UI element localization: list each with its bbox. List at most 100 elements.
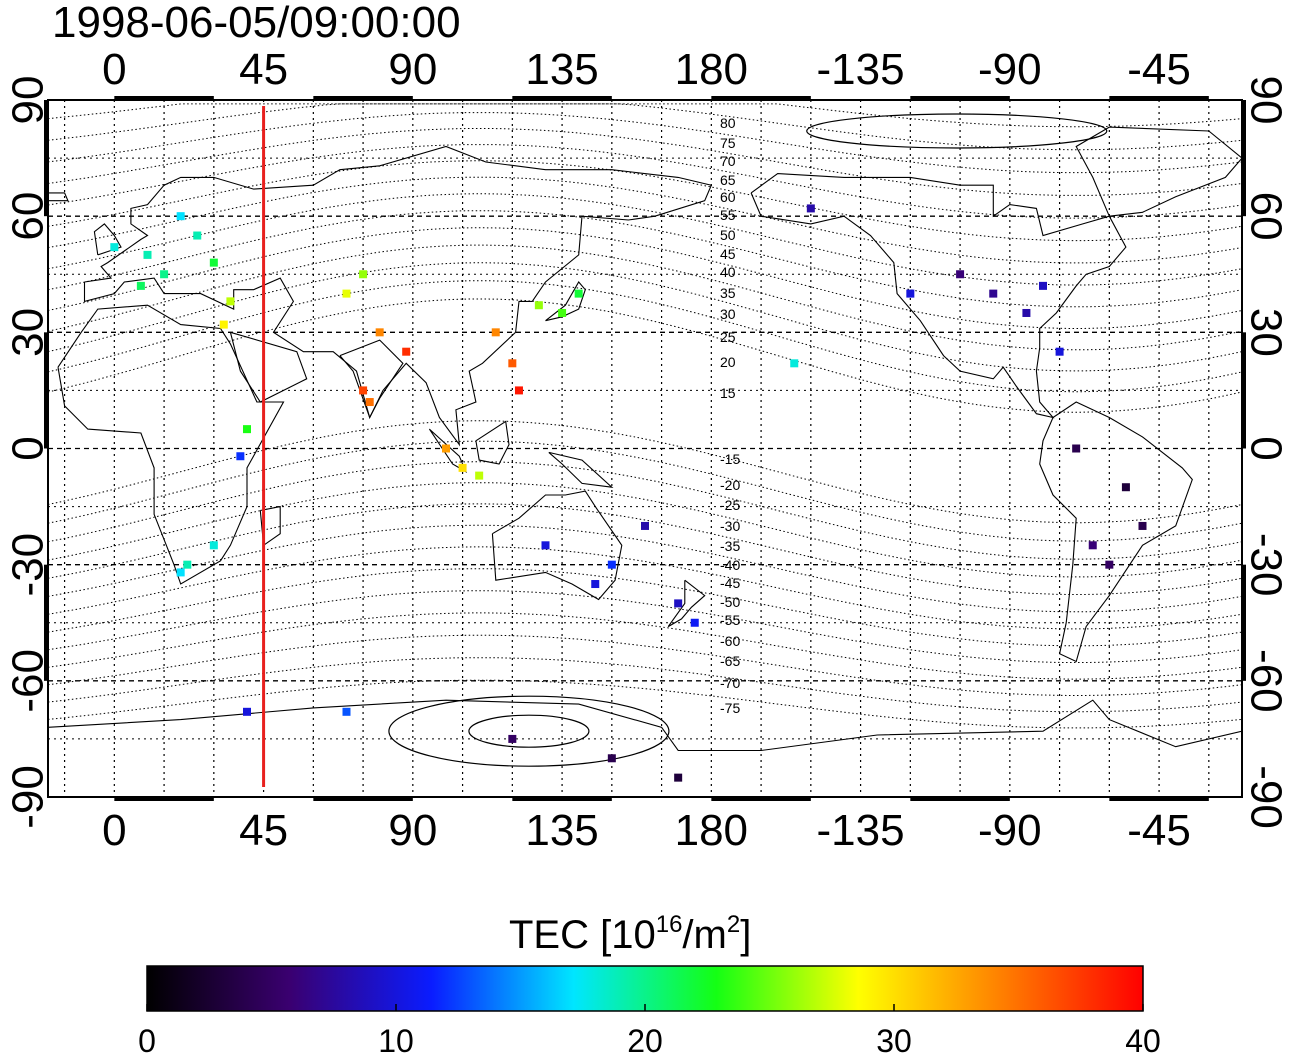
tec-point (136, 281, 145, 290)
contour-label: -45 (720, 575, 740, 591)
frame-tick-top (1109, 96, 1209, 100)
lon-tick-bottom: -45 (1127, 806, 1191, 855)
lat-tick-right: 30 (1242, 308, 1291, 357)
frame-tick-top (711, 96, 811, 100)
tec-point (534, 301, 543, 310)
contour-label: 60 (720, 189, 736, 205)
tec-point (475, 471, 484, 480)
tec-point (1088, 541, 1097, 550)
tec-point (1055, 347, 1064, 356)
magnetic-contour (48, 482, 1242, 578)
newguinea-outline (548, 451, 614, 488)
contour-label: 70 (720, 153, 736, 169)
tec-point (1105, 560, 1114, 569)
lat-tick-left: -30 (4, 533, 53, 597)
tec-point (607, 560, 616, 569)
frame-tick-bottom (512, 797, 612, 801)
tec-point (508, 359, 517, 368)
colorbar-tick-label: 0 (138, 1023, 156, 1057)
eurasia-outline (83, 145, 713, 447)
lat-tick-right: -30 (1242, 533, 1291, 597)
tec-point (1121, 483, 1130, 492)
colorbar-tick-label: 20 (627, 1023, 663, 1057)
magnetic-contour (48, 657, 1242, 713)
lon-tick-top: -45 (1127, 45, 1191, 94)
tec-point (541, 541, 550, 550)
frame-tick-left (44, 564, 48, 681)
tec-point (674, 773, 683, 782)
tec-point (458, 463, 467, 472)
lon-tick-top: 45 (239, 45, 288, 94)
lon-tick-bottom: 45 (239, 806, 288, 855)
magnetic-contour (48, 112, 1242, 174)
iceland-outline (48, 192, 69, 202)
tec-point (442, 444, 450, 453)
contour-label: -30 (720, 518, 740, 534)
colorbar: TEC [1016/m2] 0 10 20 30 40 (138, 911, 1161, 1057)
lat-tick-left: 90 (4, 76, 53, 125)
tec-point (110, 243, 119, 252)
frame-tick-top (910, 96, 1010, 100)
magnetic-contour (48, 634, 1242, 696)
contour-label: 15 (720, 385, 736, 401)
tec-point (674, 599, 683, 608)
tec-point (183, 560, 192, 569)
tec-point (591, 580, 600, 589)
tec-point (491, 328, 500, 337)
lat-tick-right: -90 (1242, 765, 1291, 829)
tec-point (989, 289, 998, 298)
tec-point (365, 398, 374, 407)
lat-tick-left: 30 (4, 308, 53, 357)
tec-point (1072, 444, 1081, 453)
contour-label: 45 (720, 246, 736, 262)
lon-tick-top: -90 (978, 45, 1042, 94)
magnetic-contour (48, 262, 1242, 372)
frame-tick-top (313, 96, 413, 100)
contour-label: -15 (720, 451, 740, 467)
lat-tick-right: 60 (1242, 192, 1291, 241)
magnetic-contour (48, 524, 1242, 613)
contour-label: -65 (720, 653, 740, 669)
tec-point (1022, 308, 1031, 317)
india-outline (339, 339, 404, 419)
tec-point (514, 386, 523, 395)
lat-tick-left: -60 (4, 649, 53, 713)
magnetic-contour (48, 210, 1242, 308)
lat-tick-left: 0 (4, 436, 53, 460)
magnetic-contour (48, 503, 1242, 595)
tec-point (956, 270, 965, 279)
contour-label: 80 (720, 115, 736, 131)
contour-label: 55 (720, 207, 736, 223)
contour-label: 75 (720, 135, 736, 151)
frame-tick-bottom (313, 797, 413, 801)
magnetic-contour (48, 590, 1242, 663)
tec-point (375, 328, 384, 337)
tec-point (342, 707, 351, 716)
magnetic-contour (48, 144, 1242, 219)
lon-tick-top: 135 (525, 45, 598, 94)
antarctica-outline (48, 699, 1242, 797)
magnetic-contour (48, 420, 1242, 524)
lon-tick-bottom: 135 (525, 806, 598, 855)
lat-tick-left: 60 (4, 192, 53, 241)
lon-tick-bottom: 90 (388, 806, 437, 855)
tec-point (219, 320, 228, 329)
tec-point (209, 258, 218, 267)
lon-tick-bottom: 180 (675, 806, 748, 855)
lon-tick-top: 0 (102, 45, 126, 94)
africa-outline (57, 304, 285, 585)
samerica-outline (1039, 401, 1193, 663)
tec-point (176, 212, 185, 221)
tec-point (508, 734, 517, 743)
tec-point (574, 289, 583, 298)
tec-point (359, 270, 368, 279)
tec-point (558, 308, 567, 317)
tec-point (1138, 521, 1147, 530)
greenland-outline (1075, 126, 1242, 217)
contour-label: -60 (720, 633, 740, 649)
australia-outline (491, 490, 623, 601)
lat-tick-right: -60 (1242, 649, 1291, 713)
colorbar-title: TEC [1016/m2] (509, 911, 751, 957)
frame-tick-left (44, 332, 48, 449)
